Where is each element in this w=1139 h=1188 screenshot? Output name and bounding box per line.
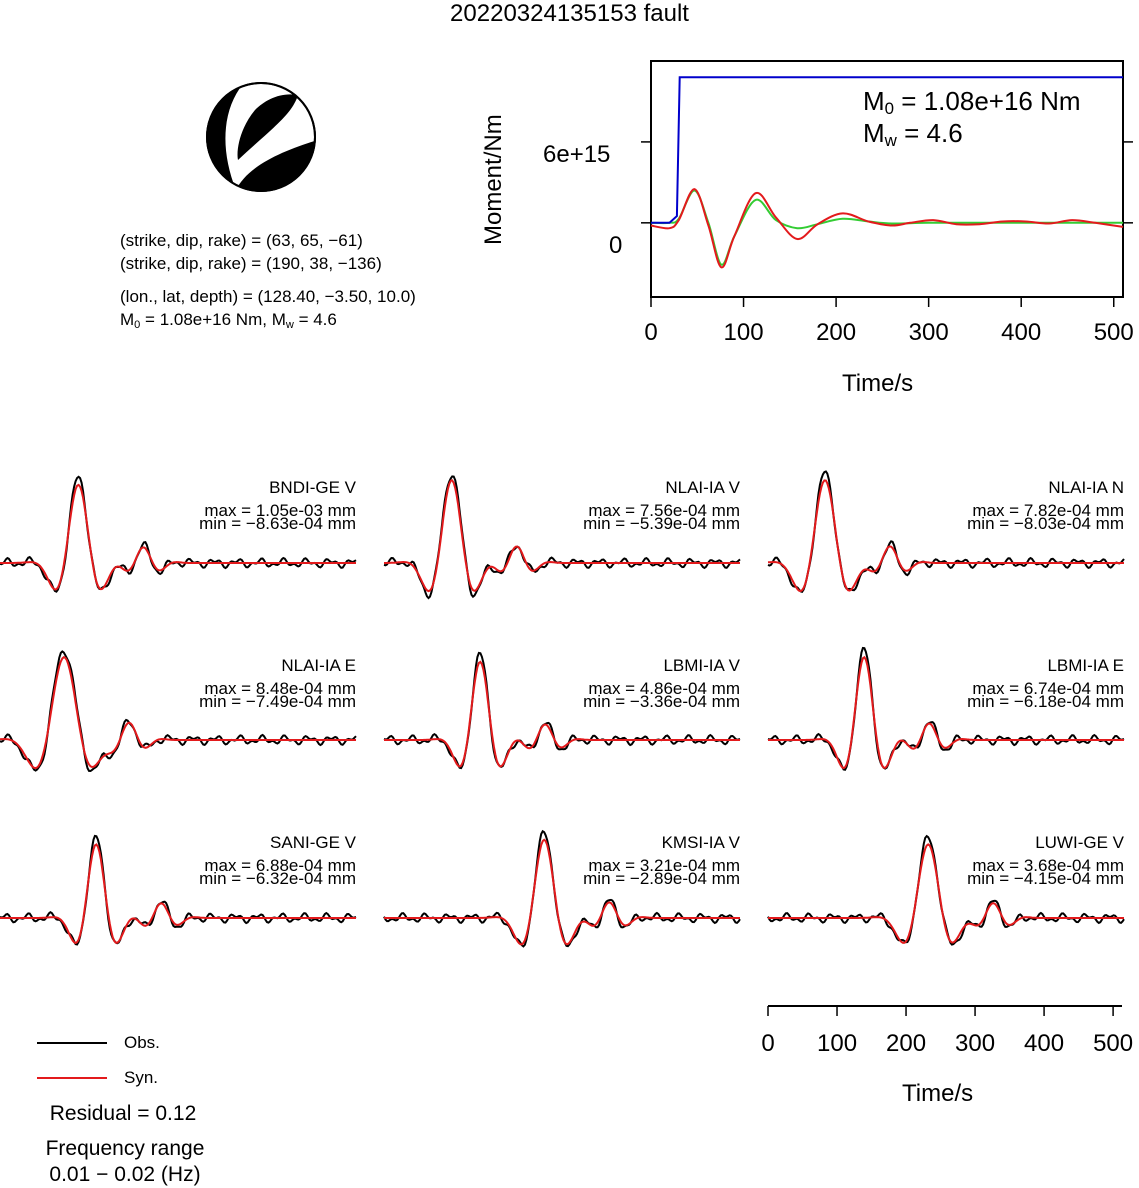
trace-label-max-2: max = 7.82e-04 mm [972, 501, 1124, 520]
trace-obs-6 [0, 834, 357, 946]
moment-xtick-label-0: 0 [644, 319, 658, 346]
trace-label-max-7: max = 3.21e-04 mm [588, 856, 740, 875]
trace-label-station-0: BNDI-GE V [269, 478, 356, 497]
wave-xtick-label-400: 400 [1024, 1030, 1065, 1057]
moment-xtick-label-300: 300 [908, 319, 949, 346]
trace-label-max-0: max = 1.05e-03 mm [204, 501, 356, 520]
legend-obs-label: Obs. [124, 1033, 160, 1052]
moment-xtick-label-100: 100 [723, 319, 764, 346]
trace-label-station-6: SANI-GE V [270, 833, 356, 852]
wave-xtick-label-500: 500 [1093, 1030, 1134, 1057]
moment-series [650, 76, 1124, 269]
trace-label-max-8: max = 3.68e-04 mm [972, 856, 1124, 875]
legend-syn-label: Syn. [124, 1068, 159, 1087]
trace-syn-6 [0, 843, 356, 945]
trace-label-station-2: NLAI-IA N [1048, 478, 1124, 497]
frequency-title: Frequency range [45, 1137, 205, 1160]
trace-label-max-1: max = 7.56e-04 mm [588, 501, 740, 520]
trace-label-max-3: max = 8.48e-04 mm [204, 679, 356, 698]
trace-syn-1 [384, 479, 740, 593]
moment-xtick-label-400: 400 [1001, 319, 1042, 346]
trace-label-station-8: LUWI-GE V [1035, 833, 1124, 852]
wave-xtick-label-0: 0 [761, 1030, 775, 1057]
moment-mw-label: Mw = 4.6 [863, 118, 963, 151]
trace-label-station-7: KMSI-IA V [661, 833, 740, 852]
trace-syn-0 [0, 483, 356, 591]
trace-label-min-1: min = −5.39e-04 mm [583, 514, 740, 533]
trace-syn-8 [768, 843, 1124, 944]
waveform-xlabel: Time/s [902, 1080, 974, 1107]
wave-xtick-label-100: 100 [816, 1030, 858, 1057]
trace-label-station-1: NLAI-IA V [665, 478, 740, 497]
wave-xtick-label-300: 300 [955, 1030, 996, 1057]
trace-label-max-6: max = 6.88e-04 mm [204, 856, 356, 875]
ytick-0: 0 [609, 232, 623, 259]
trace-syn-5 [768, 655, 1124, 770]
trace-label-station-4: LBMI-IA V [663, 656, 740, 675]
trace-syn-2 [767, 479, 1124, 593]
trace-label-min-0: min = −8.63e-04 mm [199, 514, 356, 533]
nodal-plane-2: (strike, dip, rake) = (190, 38, −136) [120, 254, 382, 273]
beachball-icon [206, 82, 316, 192]
residual-text: Residual = 0.12 [49, 1102, 197, 1125]
moment-series-blue [651, 76, 1123, 224]
moment-text: M0 = 1.08e+16 Nm, Mw = 4.6 [120, 310, 337, 331]
trace-syn-3 [0, 656, 356, 770]
trace-syn-4 [384, 660, 740, 768]
trace-syn-7 [384, 838, 740, 946]
wave-xtick-label-200: 200 [886, 1030, 927, 1057]
moment-axis-ticks [641, 141, 1133, 307]
trace-label-min-4: min = −3.36e-04 mm [583, 692, 740, 711]
location-text: (lon., lat, depth) = (128.40, −3.50, 10.… [120, 287, 416, 306]
trace-label-min-5: min = −6.18e-04 mm [967, 692, 1124, 711]
trace-label-max-5: max = 6.74e-04 mm [972, 679, 1124, 698]
moment-xlabel: Time/s [842, 370, 914, 397]
moment-plot-frame [650, 60, 1124, 298]
moment-series-red [650, 188, 1124, 269]
trace-label-min-2: min = −8.03e-04 mm [967, 514, 1124, 533]
nodal-plane-1: (strike, dip, rake) = (63, 65, −61) [120, 231, 363, 250]
trace-label-min-6: min = −6.32e-04 mm [199, 869, 356, 888]
trace-label-max-4: max = 4.86e-04 mm [588, 679, 740, 698]
moment-xtick-label-500: 500 [1093, 319, 1134, 346]
trace-label-min-7: min = −2.89e-04 mm [583, 869, 740, 888]
trace-label-min-8: min = −4.15e-04 mm [967, 869, 1124, 888]
trace-label-min-3: min = −7.49e-04 mm [199, 692, 356, 711]
trace-label-station-3: NLAI-IA E [281, 656, 356, 675]
ytick-6e15: 6e+15 [543, 141, 611, 168]
figure-title: 20220324135153 fault [450, 0, 689, 27]
frequency-range: 0.01 − 0.02 (Hz) [49, 1163, 201, 1186]
moment-m0-label: M0 = 1.08e+16 Nm [863, 86, 1081, 119]
trace-label-station-5: LBMI-IA E [1047, 656, 1124, 675]
moment-xtick-label-200: 200 [816, 319, 857, 346]
